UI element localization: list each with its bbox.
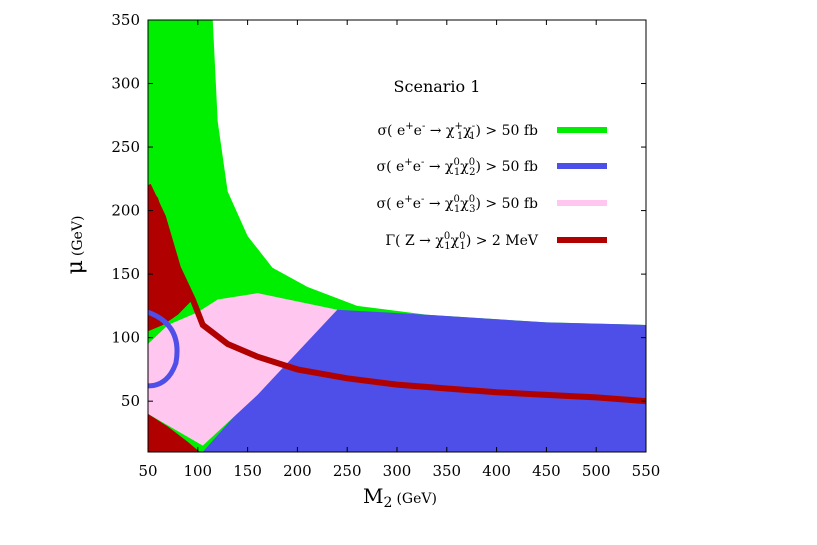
x-tick-label: 50	[138, 462, 157, 480]
legend-entry-label: σ( e+e- → χ+ 1χ-1) > 50 fb	[378, 121, 539, 142]
curve-z-width	[148, 183, 646, 405]
legend-entry-label: σ( e+e- → χ0 1χ0 3) > 50 fb	[377, 194, 538, 215]
x-tick-label: 250	[333, 462, 362, 480]
chart-regions	[148, 20, 646, 452]
legend: σ( e+e- → χ+ 1χ-1) > 50 fb σ( e+e- → χ0 1χ0…	[377, 121, 607, 252]
y-tick-label: 200	[111, 202, 140, 220]
region-z-width-lower	[148, 413, 200, 452]
y-tick-label: 350	[111, 11, 140, 29]
region-z-width-upper	[148, 185, 193, 332]
x-axis-label: M2 (GeV)	[363, 484, 437, 511]
curve-neutralino-12-loop	[148, 309, 180, 389]
legend-entry-label: Γ( Z → χ0 1χ0 1) > 2 MeV	[385, 231, 539, 252]
y-axis-label: μ(GeV)	[63, 216, 88, 275]
x-ticks: 50 100 150 200 250 300 350 400 450 500 550	[138, 20, 660, 480]
y-tick-label: 300	[111, 75, 140, 93]
y-tick-label: 100	[111, 329, 140, 347]
y-ticks: 50 100 150 200 250 300 350	[111, 11, 646, 410]
x-tick-label: 350	[432, 462, 461, 480]
y-tick-label: 50	[121, 392, 140, 410]
legend-entry-label: σ( e+e- → χ0 1χ0 2) > 50 fb	[377, 157, 538, 178]
x-tick-label: 550	[632, 462, 661, 480]
x-tick-label: 500	[582, 462, 611, 480]
x-tick-label: 400	[482, 462, 511, 480]
x-tick-label: 100	[183, 462, 212, 480]
x-tick-label: 200	[283, 462, 312, 480]
x-tick-label: 450	[532, 462, 561, 480]
x-tick-label: 300	[383, 462, 412, 480]
region-neutralino-13	[148, 293, 338, 446]
y-tick-label: 150	[111, 265, 140, 283]
region-neutralino-12	[202, 309, 646, 452]
chart-title: Scenario 1	[394, 77, 481, 96]
x-tick-label: 150	[233, 462, 262, 480]
y-tick-label: 250	[111, 138, 140, 156]
